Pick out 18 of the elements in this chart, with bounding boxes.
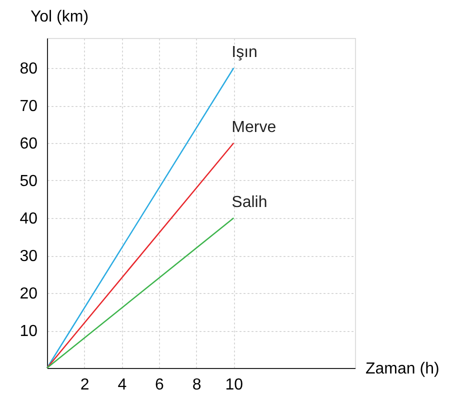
- series-label: Merve: [232, 119, 276, 136]
- y-tick-label: 30: [20, 248, 38, 265]
- x-tick-label: 6: [155, 376, 164, 394]
- x-tick-label: 8: [192, 376, 202, 394]
- x-tick-label: 10: [225, 376, 244, 394]
- y-tick-label: 10: [20, 323, 38, 340]
- y-axis-title: Yol (km): [30, 8, 89, 26]
- x-tick-label: 4: [118, 376, 127, 394]
- x-tick-label: 2: [80, 376, 90, 394]
- y-tick-label: 70: [20, 98, 38, 115]
- series-label: Salih: [232, 194, 268, 211]
- y-tick-label: 50: [20, 173, 38, 190]
- y-tick-label: 80: [20, 60, 38, 78]
- x-axis-title: Zaman (h): [366, 360, 440, 378]
- y-tick-label: 60: [20, 136, 38, 152]
- y-tick-label: 40: [20, 210, 38, 228]
- series-label: Işın: [232, 44, 258, 61]
- y-tick-label: 20: [20, 286, 38, 302]
